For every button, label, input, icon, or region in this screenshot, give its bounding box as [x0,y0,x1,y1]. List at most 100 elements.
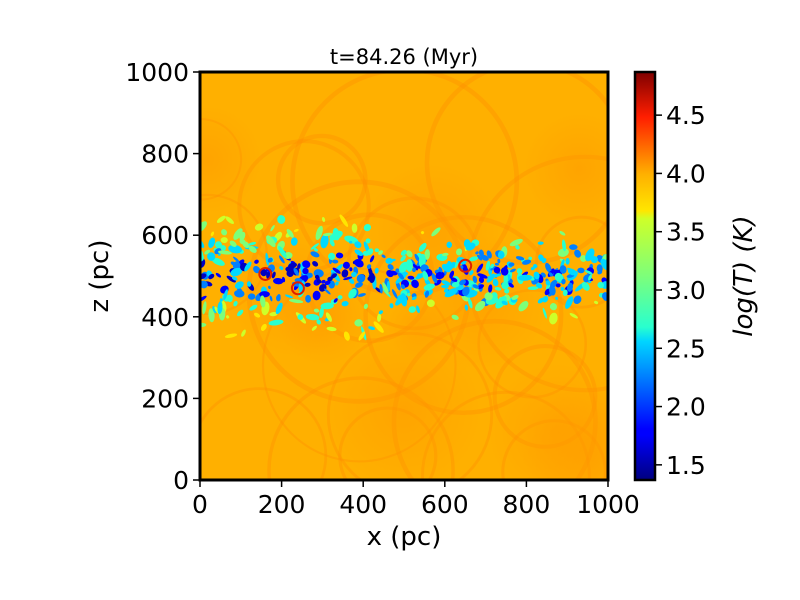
cold-clump [465,242,476,251]
x-tick-label: 400 [339,490,387,519]
cold-clump [391,289,398,299]
hot-knot [458,258,473,273]
cold-clump [515,256,525,261]
cold-clump [247,293,256,300]
cold-clump [254,259,259,264]
cold-clump [331,259,339,264]
cold-clump [509,238,523,247]
cold-clump [378,310,384,315]
cold-clump [386,280,391,292]
cold-clump [548,285,556,296]
cold-clump [426,299,435,307]
cold-clump [561,239,567,252]
cold-clump [584,270,593,275]
x-axis-label: x (pc) [367,522,442,552]
cold-clump [420,231,425,235]
cold-clump [549,312,558,325]
cold-clump [343,331,350,341]
cold-clump [366,264,372,270]
cold-clump [416,305,420,314]
cold-clump [504,288,510,294]
cold-clump [377,313,382,322]
cold-clump [497,250,505,259]
x-axis: 0 200 400 600 800 1000 [192,480,640,519]
cold-clump [411,279,419,289]
cold-clump [406,250,413,258]
y-tick-label: 1000 [125,58,189,87]
hot-knot [290,281,305,296]
cold-clump [594,300,599,305]
cold-clump [488,284,493,293]
cold-clump [397,272,405,280]
cold-clump [486,250,492,259]
cold-clump [254,312,261,318]
colorbar [633,70,657,482]
cold-gas-layer [200,214,608,341]
x-tick-label: 600 [421,490,469,519]
cold-clump [328,252,336,260]
cold-clump [255,296,259,300]
y-tick-label: 200 [141,384,189,413]
hot-knot [258,266,273,281]
cold-clump [358,331,366,341]
cold-clump [241,329,246,337]
cold-clump [494,287,502,291]
cold-clump [508,282,514,288]
cold-clump [431,227,441,237]
cold-clump [290,237,298,246]
colorbar-ticks: 1.5 2.0 2.5 3.0 3.5 4.0 4.5 [655,101,706,480]
cold-clump [533,264,538,269]
cold-clump [423,283,435,291]
colorbar-tick-label: 4.5 [666,101,706,130]
cold-clump [516,268,523,275]
cold-clump [537,241,544,245]
cold-clump [310,251,320,258]
warm-patch [486,361,608,480]
cold-clump [475,251,479,255]
cold-clump [288,262,298,269]
cold-clump [210,231,215,237]
cold-clump [441,252,449,257]
cold-clump [267,257,273,263]
cold-clump [208,308,215,323]
cold-clump [304,282,311,287]
cold-clump [319,307,324,319]
x-tick-label: 200 [258,490,306,519]
cold-clump [234,289,245,298]
cold-clump [239,231,246,241]
cold-clump [451,314,459,320]
colorbar-tick-label: 2.0 [666,393,706,422]
cold-clump [337,295,343,300]
cold-clump [290,269,295,274]
colorbar-label: log(T) (K) [729,215,759,336]
cold-clump [560,286,565,291]
cold-clump [590,256,599,264]
cold-clump [268,319,284,326]
cold-clump [441,280,451,286]
cold-clump [233,301,238,307]
cold-clump [236,309,244,317]
cold-clump [385,257,393,264]
cold-clump [288,299,304,304]
cold-clump [434,279,442,286]
x-tick-label: 0 [192,490,208,519]
cold-clump [518,301,529,312]
cold-clump [522,259,532,265]
cold-clump [229,240,237,247]
cold-clump [500,267,509,276]
cold-clump [567,268,577,276]
cold-clump [379,283,383,294]
cold-clump [316,319,321,325]
cold-clump [477,284,485,289]
cold-clump [548,272,553,277]
cold-clump [233,228,243,240]
cold-clump [517,274,532,281]
warm-patch [522,112,608,226]
cold-clump [357,293,366,297]
y-axis-label: z (pc) [85,240,115,313]
cold-clump [354,258,364,268]
cold-clump [221,229,228,236]
cold-clump [310,243,320,250]
cold-clump [485,260,491,271]
